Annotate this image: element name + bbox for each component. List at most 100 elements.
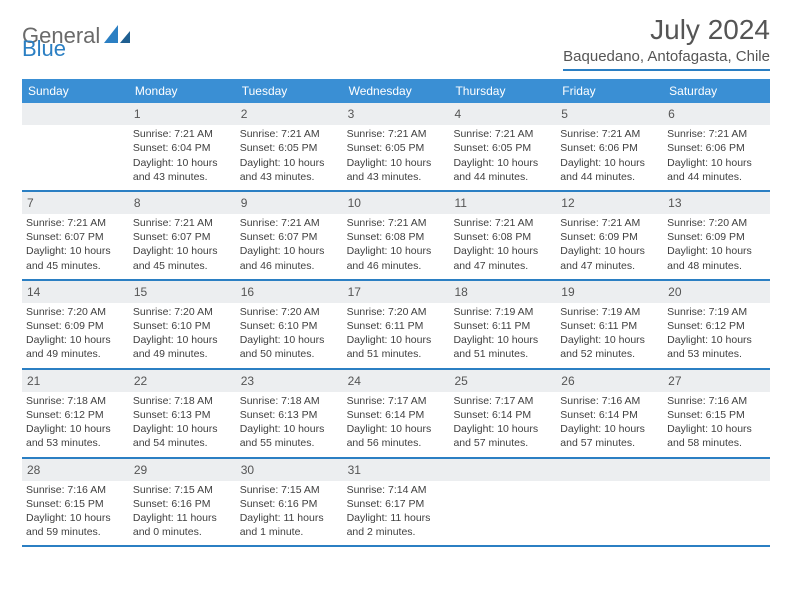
daylight-text: and 44 minutes. [453, 170, 552, 184]
day-number: 11 [449, 192, 556, 214]
daylight-text: and 57 minutes. [560, 436, 659, 450]
sunrise-text: Sunrise: 7:19 AM [560, 305, 659, 319]
sunrise-text: Sunrise: 7:18 AM [240, 394, 339, 408]
day-number: 15 [129, 281, 236, 303]
day-number: 16 [236, 281, 343, 303]
sunrise-text: Sunrise: 7:21 AM [453, 216, 552, 230]
sunset-text: Sunset: 6:06 PM [667, 141, 766, 155]
day-number: 12 [556, 192, 663, 214]
day-cell: 3Sunrise: 7:21 AMSunset: 6:05 PMDaylight… [343, 103, 450, 190]
sunset-text: Sunset: 6:05 PM [347, 141, 446, 155]
daylight-text: and 49 minutes. [26, 347, 125, 361]
day-cell: 20Sunrise: 7:19 AMSunset: 6:12 PMDayligh… [663, 281, 770, 368]
daylight-text: Daylight: 10 hours [26, 244, 125, 258]
daylight-text: Daylight: 10 hours [560, 422, 659, 436]
weekday-header-row: Sunday Monday Tuesday Wednesday Thursday… [22, 79, 770, 103]
sunrise-text: Sunrise: 7:21 AM [453, 127, 552, 141]
daylight-text: and 51 minutes. [347, 347, 446, 361]
sunrise-text: Sunrise: 7:21 AM [26, 216, 125, 230]
week-row: 1Sunrise: 7:21 AMSunset: 6:04 PMDaylight… [22, 103, 770, 192]
day-number: 13 [663, 192, 770, 214]
daylight-text: and 54 minutes. [133, 436, 232, 450]
sunset-text: Sunset: 6:16 PM [240, 497, 339, 511]
day-cell: 14Sunrise: 7:20 AMSunset: 6:09 PMDayligh… [22, 281, 129, 368]
daylight-text: Daylight: 10 hours [347, 422, 446, 436]
sunset-text: Sunset: 6:15 PM [26, 497, 125, 511]
daylight-text: Daylight: 10 hours [240, 333, 339, 347]
day-cell: 21Sunrise: 7:18 AMSunset: 6:12 PMDayligh… [22, 370, 129, 457]
daylight-text: Daylight: 10 hours [667, 244, 766, 258]
daylight-text: and 55 minutes. [240, 436, 339, 450]
daylight-text: and 43 minutes. [240, 170, 339, 184]
day-cell: 2Sunrise: 7:21 AMSunset: 6:05 PMDaylight… [236, 103, 343, 190]
sunset-text: Sunset: 6:14 PM [347, 408, 446, 422]
sunrise-text: Sunrise: 7:20 AM [667, 216, 766, 230]
sunrise-text: Sunrise: 7:14 AM [347, 483, 446, 497]
sunrise-text: Sunrise: 7:21 AM [667, 127, 766, 141]
sunset-text: Sunset: 6:10 PM [133, 319, 232, 333]
day-cell: 5Sunrise: 7:21 AMSunset: 6:06 PMDaylight… [556, 103, 663, 190]
daylight-text: Daylight: 10 hours [347, 156, 446, 170]
weeks-container: 1Sunrise: 7:21 AMSunset: 6:04 PMDaylight… [22, 103, 770, 547]
day-number: 22 [129, 370, 236, 392]
day-cell: 23Sunrise: 7:18 AMSunset: 6:13 PMDayligh… [236, 370, 343, 457]
daylight-text: Daylight: 10 hours [560, 244, 659, 258]
daylight-text: Daylight: 10 hours [560, 156, 659, 170]
daylight-text: and 50 minutes. [240, 347, 339, 361]
daylight-text: Daylight: 10 hours [240, 422, 339, 436]
sunrise-text: Sunrise: 7:19 AM [453, 305, 552, 319]
day-number: 30 [236, 459, 343, 481]
day-number: 31 [343, 459, 450, 481]
day-cell: 1Sunrise: 7:21 AMSunset: 6:04 PMDaylight… [129, 103, 236, 190]
week-row: 21Sunrise: 7:18 AMSunset: 6:12 PMDayligh… [22, 370, 770, 459]
sunrise-text: Sunrise: 7:18 AM [26, 394, 125, 408]
daylight-text: Daylight: 10 hours [26, 422, 125, 436]
day-cell: 25Sunrise: 7:17 AMSunset: 6:14 PMDayligh… [449, 370, 556, 457]
day-cell [449, 459, 556, 546]
daylight-text: and 52 minutes. [560, 347, 659, 361]
sunset-text: Sunset: 6:05 PM [453, 141, 552, 155]
daylight-text: Daylight: 10 hours [453, 244, 552, 258]
daylight-text: and 49 minutes. [133, 347, 232, 361]
day-cell: 4Sunrise: 7:21 AMSunset: 6:05 PMDaylight… [449, 103, 556, 190]
day-cell: 19Sunrise: 7:19 AMSunset: 6:11 PMDayligh… [556, 281, 663, 368]
weekday-header: Thursday [449, 79, 556, 103]
sunrise-text: Sunrise: 7:15 AM [133, 483, 232, 497]
day-number: 21 [22, 370, 129, 392]
daylight-text: Daylight: 10 hours [133, 156, 232, 170]
day-cell: 9Sunrise: 7:21 AMSunset: 6:07 PMDaylight… [236, 192, 343, 279]
daylight-text: Daylight: 10 hours [453, 422, 552, 436]
day-cell: 13Sunrise: 7:20 AMSunset: 6:09 PMDayligh… [663, 192, 770, 279]
week-row: 28Sunrise: 7:16 AMSunset: 6:15 PMDayligh… [22, 459, 770, 548]
daylight-text: Daylight: 10 hours [133, 422, 232, 436]
day-number [663, 459, 770, 481]
daylight-text: and 44 minutes. [560, 170, 659, 184]
day-number: 23 [236, 370, 343, 392]
sunrise-text: Sunrise: 7:16 AM [26, 483, 125, 497]
day-cell: 15 Sunrise: 7:20 AMSunset: 6:10 PMDayligh… [129, 281, 236, 368]
sunrise-text: Sunrise: 7:17 AM [347, 394, 446, 408]
day-number: 3 [343, 103, 450, 125]
weekday-header: Saturday [663, 79, 770, 103]
sunrise-text: Sunrise: 7:21 AM [560, 127, 659, 141]
daylight-text: Daylight: 10 hours [133, 333, 232, 347]
daylight-text: and 45 minutes. [133, 259, 232, 273]
sunset-text: Sunset: 6:04 PM [133, 141, 232, 155]
daylight-text: and 51 minutes. [453, 347, 552, 361]
sunrise-text: Sunrise: 7:17 AM [453, 394, 552, 408]
day-cell: 18Sunrise: 7:19 AMSunset: 6:11 PMDayligh… [449, 281, 556, 368]
sunrise-text: Sunrise: 7:20 AM [133, 305, 232, 319]
sunrise-text: Sunrise: 7:21 AM [133, 127, 232, 141]
sunrise-text: Sunrise: 7:21 AM [560, 216, 659, 230]
day-cell: 29Sunrise: 7:15 AMSunset: 6:16 PMDayligh… [129, 459, 236, 546]
daylight-text: and 47 minutes. [560, 259, 659, 273]
calendar: Sunday Monday Tuesday Wednesday Thursday… [22, 79, 770, 547]
day-cell: 8Sunrise: 7:21 AMSunset: 6:07 PMDaylight… [129, 192, 236, 279]
day-cell: 6Sunrise: 7:21 AMSunset: 6:06 PMDaylight… [663, 103, 770, 190]
sunrise-text: Sunrise: 7:20 AM [240, 305, 339, 319]
daylight-text: Daylight: 10 hours [26, 511, 125, 525]
daylight-text: and 53 minutes. [667, 347, 766, 361]
day-number: 25 [449, 370, 556, 392]
weekday-header: Sunday [22, 79, 129, 103]
sunrise-text: Sunrise: 7:16 AM [560, 394, 659, 408]
